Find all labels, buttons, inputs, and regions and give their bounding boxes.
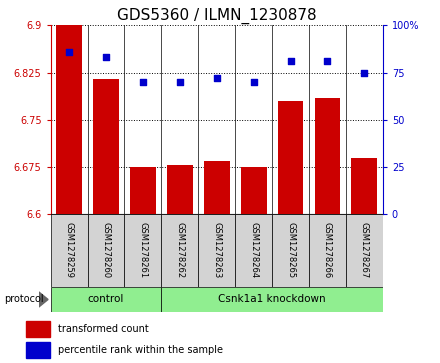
Point [139, 79, 147, 85]
Bar [161, 287, 383, 312]
Bar [26, 342, 50, 358]
Bar [315, 98, 341, 214]
Bar [88, 214, 125, 287]
Bar [93, 79, 119, 214]
Text: GSM1278261: GSM1278261 [138, 223, 147, 278]
Text: GSM1278262: GSM1278262 [175, 223, 184, 278]
Bar [56, 25, 82, 214]
Bar [125, 214, 161, 287]
Bar [235, 214, 272, 287]
Bar [352, 158, 377, 214]
Point [287, 58, 294, 64]
Text: GSM1278260: GSM1278260 [102, 223, 110, 278]
Text: GSM1278264: GSM1278264 [249, 223, 258, 278]
Point [361, 70, 368, 76]
Text: GSM1278265: GSM1278265 [286, 223, 295, 278]
Point [250, 79, 257, 85]
Bar [51, 287, 161, 312]
Text: GSM1278266: GSM1278266 [323, 223, 332, 278]
Bar [278, 101, 304, 214]
Text: GSM1278267: GSM1278267 [360, 223, 369, 278]
Bar [130, 167, 156, 214]
Point [213, 76, 220, 81]
Bar [51, 214, 88, 287]
Bar [161, 214, 198, 287]
Bar [241, 167, 267, 214]
Point [66, 49, 73, 55]
Bar [198, 214, 235, 287]
Text: GSM1278263: GSM1278263 [212, 223, 221, 278]
Point [103, 54, 110, 60]
Title: GDS5360 / ILMN_1230878: GDS5360 / ILMN_1230878 [117, 8, 316, 24]
Bar [346, 214, 383, 287]
Bar [309, 214, 346, 287]
Text: percentile rank within the sample: percentile rank within the sample [58, 345, 223, 355]
Polygon shape [39, 292, 48, 307]
Bar [204, 161, 230, 214]
Point [324, 58, 331, 64]
Bar [26, 321, 50, 337]
Point [176, 79, 183, 85]
Bar [167, 165, 193, 214]
Text: control: control [88, 294, 124, 305]
Text: transformed count: transformed count [58, 324, 149, 334]
Text: Csnk1a1 knockdown: Csnk1a1 knockdown [218, 294, 326, 305]
Text: GSM1278259: GSM1278259 [65, 223, 73, 278]
Bar [272, 214, 309, 287]
Text: protocol: protocol [4, 294, 44, 305]
